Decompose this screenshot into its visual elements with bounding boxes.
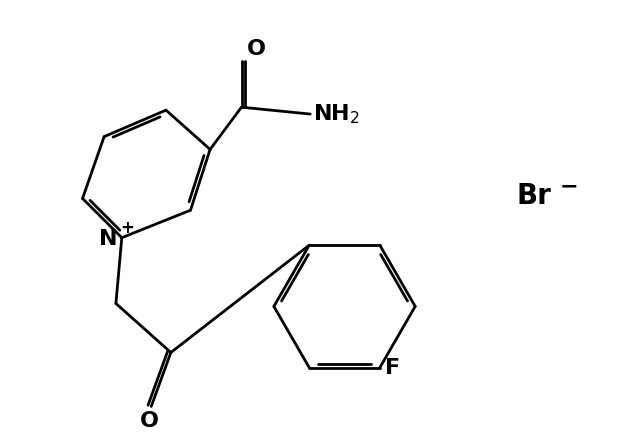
Text: Br: Br: [516, 182, 551, 210]
Text: O: O: [140, 412, 159, 432]
Text: O: O: [246, 39, 266, 59]
Text: F: F: [385, 357, 400, 377]
Text: N: N: [99, 229, 118, 249]
Text: NH$_2$: NH$_2$: [313, 102, 360, 126]
Text: +: +: [120, 219, 134, 237]
Text: −: −: [559, 177, 578, 197]
